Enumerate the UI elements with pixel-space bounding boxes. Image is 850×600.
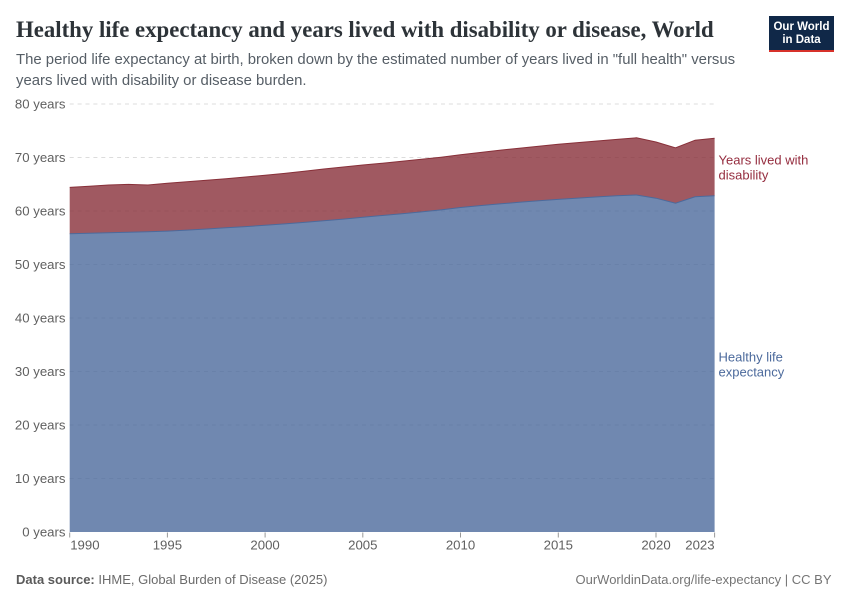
svg-text:0 years: 0 years	[22, 524, 66, 539]
svg-text:1990: 1990	[70, 538, 99, 553]
svg-text:Healthy life: Healthy life	[719, 350, 783, 365]
svg-text:2023: 2023	[685, 538, 714, 553]
svg-text:2005: 2005	[348, 538, 377, 553]
svg-text:2015: 2015	[544, 538, 573, 553]
svg-text:expectancy: expectancy	[719, 365, 785, 380]
svg-text:30 years: 30 years	[15, 364, 66, 379]
svg-text:60 years: 60 years	[15, 203, 66, 218]
svg-text:Years lived with: Years lived with	[719, 152, 809, 167]
svg-text:40 years: 40 years	[15, 310, 66, 325]
svg-text:disability: disability	[719, 167, 769, 182]
svg-text:70 years: 70 years	[15, 150, 66, 165]
svg-text:10 years: 10 years	[15, 471, 66, 486]
svg-text:1995: 1995	[153, 538, 182, 553]
svg-text:2010: 2010	[446, 538, 475, 553]
svg-text:2020: 2020	[641, 538, 670, 553]
svg-text:20 years: 20 years	[15, 417, 66, 432]
svg-text:80 years: 80 years	[15, 96, 66, 111]
svg-text:2000: 2000	[250, 538, 279, 553]
svg-text:50 years: 50 years	[15, 257, 66, 272]
